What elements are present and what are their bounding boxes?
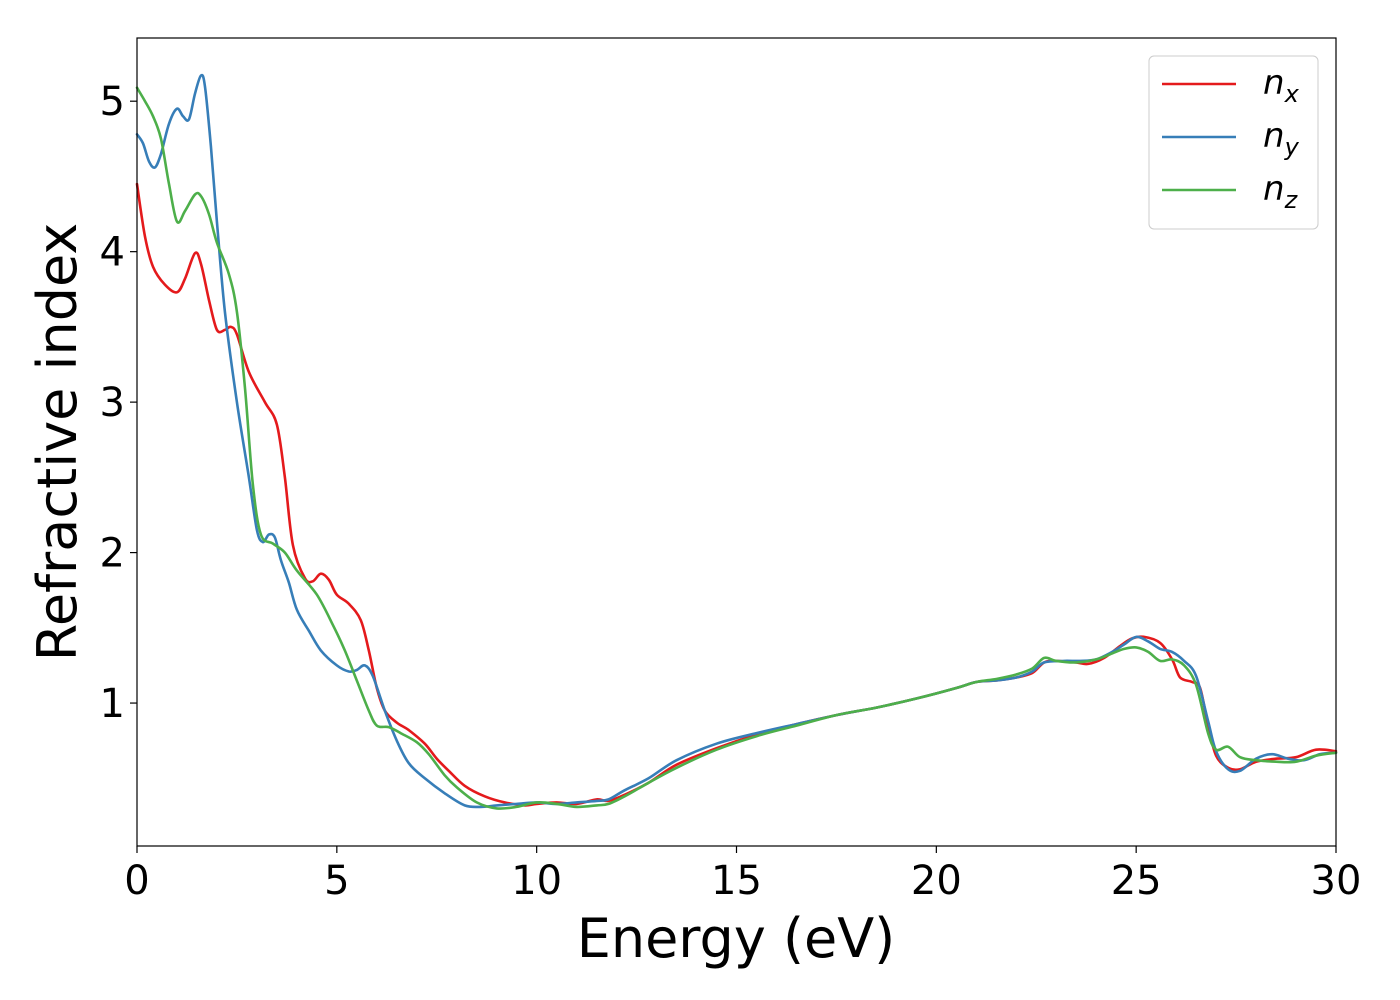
x-tick-label: 30 <box>1311 858 1362 904</box>
y-axis-ticks: 1 2 3 4 5 <box>100 79 137 727</box>
legend-box <box>1148 55 1319 230</box>
x-tick-label: 10 <box>511 858 562 904</box>
legend-label-ny: ny <box>1263 116 1300 161</box>
y-tick-label: 3 <box>100 380 125 426</box>
legend-label-nx: nx <box>1263 63 1300 108</box>
legend-label-nz: nz <box>1263 169 1299 214</box>
x-tick-label: 25 <box>1111 858 1162 904</box>
y-axis-label: Refractive index <box>26 223 89 662</box>
x-tick-label: 0 <box>124 858 149 904</box>
x-tick-label: 20 <box>911 858 962 904</box>
series-line-nz <box>135 86 1338 810</box>
y-tick-label: 1 <box>100 681 125 727</box>
y-tick-label: 4 <box>100 230 125 276</box>
y-tick-label: 5 <box>100 79 125 125</box>
series-layer <box>135 73 1338 810</box>
x-axis-ticks: 0 5 10 15 20 25 30 <box>124 846 1361 904</box>
x-axis-label: Energy (eV) <box>577 907 896 970</box>
x-tick-label: 5 <box>324 858 349 904</box>
legend: nx ny nz <box>1148 55 1319 230</box>
x-tick-label: 15 <box>711 858 762 904</box>
y-tick-label: 2 <box>100 531 125 577</box>
